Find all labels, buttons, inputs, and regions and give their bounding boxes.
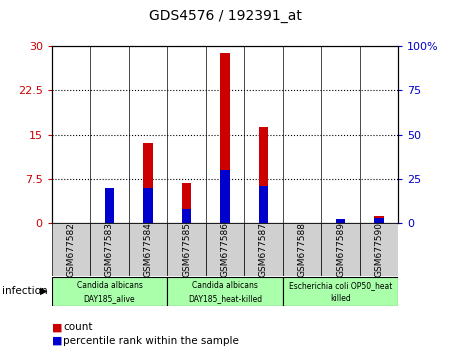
Text: GSM677590: GSM677590 bbox=[374, 222, 383, 277]
Text: GSM677587: GSM677587 bbox=[259, 222, 268, 277]
Bar bbox=[259, 186, 268, 223]
Bar bbox=[105, 188, 114, 223]
Text: DAY185_alive: DAY185_alive bbox=[84, 294, 135, 303]
Bar bbox=[259, 127, 268, 223]
Text: GDS4576 / 192391_at: GDS4576 / 192391_at bbox=[148, 9, 302, 23]
Bar bbox=[143, 143, 153, 223]
Bar bbox=[244, 223, 283, 276]
Bar bbox=[182, 183, 191, 223]
Text: GSM677586: GSM677586 bbox=[220, 222, 230, 277]
Text: Escherichia coli OP50_heat: Escherichia coli OP50_heat bbox=[289, 281, 392, 290]
Bar bbox=[129, 223, 167, 276]
Bar bbox=[220, 53, 230, 223]
Text: GSM677589: GSM677589 bbox=[336, 222, 345, 277]
Bar bbox=[143, 188, 153, 223]
Bar bbox=[374, 218, 384, 223]
Bar bbox=[52, 277, 167, 306]
Bar bbox=[283, 277, 398, 306]
Text: Candida albicans: Candida albicans bbox=[192, 281, 258, 290]
Text: GSM677583: GSM677583 bbox=[105, 222, 114, 277]
Bar bbox=[52, 223, 90, 276]
Text: ■: ■ bbox=[52, 322, 62, 332]
Text: DAY185_heat-killed: DAY185_heat-killed bbox=[188, 294, 262, 303]
Bar bbox=[167, 277, 283, 306]
Bar bbox=[105, 218, 114, 223]
Text: GSM677584: GSM677584 bbox=[144, 222, 153, 277]
Text: killed: killed bbox=[330, 294, 351, 303]
Text: GSM677588: GSM677588 bbox=[297, 222, 306, 277]
Text: count: count bbox=[63, 322, 93, 332]
Text: percentile rank within the sample: percentile rank within the sample bbox=[63, 336, 239, 346]
Text: ▶: ▶ bbox=[40, 286, 47, 296]
Text: infection: infection bbox=[2, 286, 48, 296]
Bar bbox=[283, 223, 321, 276]
Bar bbox=[360, 223, 398, 276]
Text: ■: ■ bbox=[52, 336, 62, 346]
Bar bbox=[220, 170, 230, 223]
Bar bbox=[167, 223, 206, 276]
Bar bbox=[206, 223, 244, 276]
Bar bbox=[182, 209, 191, 223]
Bar bbox=[90, 223, 129, 276]
Text: GSM677582: GSM677582 bbox=[67, 222, 76, 277]
Text: GSM677585: GSM677585 bbox=[182, 222, 191, 277]
Bar bbox=[321, 223, 360, 276]
Bar bbox=[374, 216, 384, 223]
Bar bbox=[336, 219, 345, 223]
Text: Candida albicans: Candida albicans bbox=[76, 281, 143, 290]
